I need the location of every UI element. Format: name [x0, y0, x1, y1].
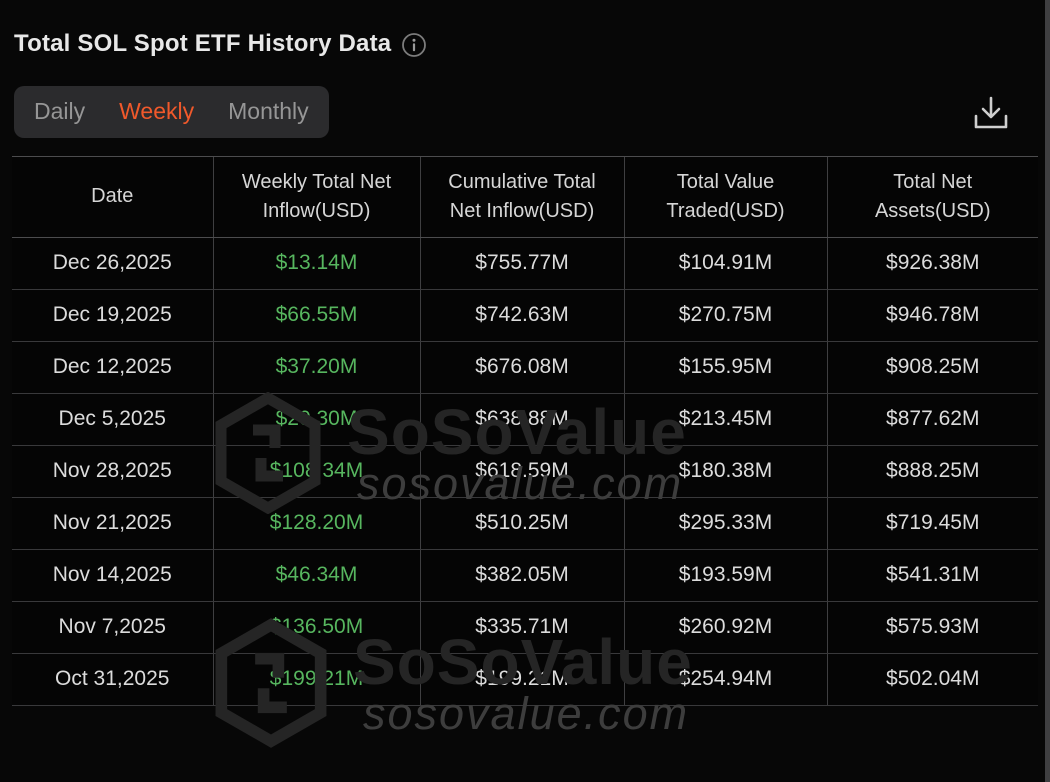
table-row: Nov 21,2025 $128.20M $510.25M $295.33M $719.… [12, 497, 1038, 550]
table-cell-date: Nov 21,2025 [12, 497, 213, 550]
table-cell-net-assets: $541.31M [826, 549, 1038, 602]
table-cell-value-traded: $180.38M [623, 445, 827, 498]
table-cell-date: Dec 12,2025 [12, 341, 213, 394]
table-cell-cumulative-net-inflow: $618.59M [419, 445, 624, 498]
table-cell-weekly-net-inflow: $136.50M [212, 601, 420, 654]
column-header-cumulative-net-inflow: Cumulative Total Net Inflow(USD) [419, 155, 624, 238]
table-cell-weekly-net-inflow: $13.14M [212, 237, 420, 290]
table-cell-net-assets: $926.38M [826, 237, 1038, 290]
table-cell-cumulative-net-inflow: $335.71M [419, 601, 624, 654]
info-icon[interactable] [401, 32, 427, 58]
table-cell-date: Nov 7,2025 [12, 601, 213, 654]
table-cell-net-assets: $908.25M [826, 341, 1038, 394]
table-header-row: Date Weekly Total Net Inflow(USD) Cumula… [12, 155, 1038, 238]
table-cell-date: Nov 28,2025 [12, 445, 213, 498]
table-cell-value-traded: $260.92M [623, 601, 827, 654]
table-cell-weekly-net-inflow: $37.20M [212, 341, 420, 394]
table-cell-value-traded: $104.91M [623, 237, 827, 290]
table-cell-weekly-net-inflow: $66.55M [212, 289, 420, 342]
table-cell-weekly-net-inflow: $199.21M [212, 653, 420, 706]
table-cell-cumulative-net-inflow: $676.08M [419, 341, 624, 394]
table-cell-value-traded: $193.59M [623, 549, 827, 602]
table-cell-value-traded: $295.33M [623, 497, 827, 550]
table-row: Dec 5,2025 $20.30M $638.88M $213.45M $877.62… [12, 393, 1038, 446]
table-cell-cumulative-net-inflow: $755.77M [419, 237, 624, 290]
table-cell-net-assets: $946.78M [826, 289, 1038, 342]
page-edge-gutter [1045, 0, 1050, 782]
column-header-date: Date [12, 155, 213, 238]
card-header: Total SOL Spot ETF History Data Daily Wee… [0, 0, 1050, 138]
table-cell-date: Nov 14,2025 [12, 549, 213, 602]
table-cell-date: Dec 19,2025 [12, 289, 213, 342]
table-cell-value-traded: $213.45M [623, 393, 827, 446]
page-title: Total SOL Spot ETF History Data [14, 30, 392, 57]
table-cell-date: Dec 5,2025 [12, 393, 213, 446]
table-cell-date: Dec 26,2025 [12, 237, 213, 290]
period-tabs: Daily Weekly Monthly [14, 86, 329, 138]
table-cell-cumulative-net-inflow: $199.21M [419, 653, 624, 706]
etf-history-table: Date Weekly Total Net Inflow(USD) Cumula… [12, 155, 1038, 706]
table-cell-net-assets: $502.04M [826, 653, 1038, 706]
table-cell-date: Oct 31,2025 [12, 653, 213, 706]
table-row: Nov 14,2025 $46.34M $382.05M $193.59M $541.3… [12, 549, 1038, 602]
table-row: Nov 28,2025 $108.34M $618.59M $180.38M $888.… [12, 445, 1038, 498]
table-cell-cumulative-net-inflow: $638.88M [419, 393, 624, 446]
table-row: Dec 26,2025 $13.14M $755.77M $104.91M $926.3… [12, 237, 1038, 290]
download-button[interactable] [971, 92, 1011, 134]
tab-monthly[interactable]: Monthly [228, 97, 309, 127]
table-cell-cumulative-net-inflow: $742.63M [419, 289, 624, 342]
download-icon [971, 96, 1011, 137]
table-cell-weekly-net-inflow: $46.34M [212, 549, 420, 602]
table-cell-value-traded: $254.94M [623, 653, 827, 706]
table-cell-value-traded: $270.75M [623, 289, 827, 342]
column-header-value-traded: Total Value Traded(USD) [623, 155, 827, 238]
table-cell-cumulative-net-inflow: $510.25M [419, 497, 624, 550]
table-cell-net-assets: $719.45M [826, 497, 1038, 550]
table-cell-weekly-net-inflow: $108.34M [212, 445, 420, 498]
table-cell-net-assets: $575.93M [826, 601, 1038, 654]
table-cell-cumulative-net-inflow: $382.05M [419, 549, 624, 602]
table-cell-net-assets: $888.25M [826, 445, 1038, 498]
column-header-net-assets: Total Net Assets(USD) [826, 155, 1038, 238]
table-cell-weekly-net-inflow: $20.30M [212, 393, 420, 446]
table-cell-weekly-net-inflow: $128.20M [212, 497, 420, 550]
table-row: Nov 7,2025 $136.50M $335.71M $260.92M $575.9… [12, 601, 1038, 654]
tab-weekly[interactable]: Weekly [119, 97, 194, 127]
table-wrap: Date Weekly Total Net Inflow(USD) Cumula… [0, 155, 1050, 748]
table-row: Dec 19,2025 $66.55M $742.63M $270.75M $946.7… [12, 289, 1038, 342]
table-cell-net-assets: $877.62M [826, 393, 1038, 446]
tab-daily[interactable]: Daily [34, 97, 85, 127]
table-cell-value-traded: $155.95M [623, 341, 827, 394]
table-row: Dec 12,2025 $37.20M $676.08M $155.95M $908.2… [12, 341, 1038, 394]
table-row: Oct 31,2025 $199.21M $199.21M $254.94M $502.… [12, 653, 1038, 706]
column-header-weekly-net-inflow: Weekly Total Net Inflow(USD) [212, 155, 420, 238]
